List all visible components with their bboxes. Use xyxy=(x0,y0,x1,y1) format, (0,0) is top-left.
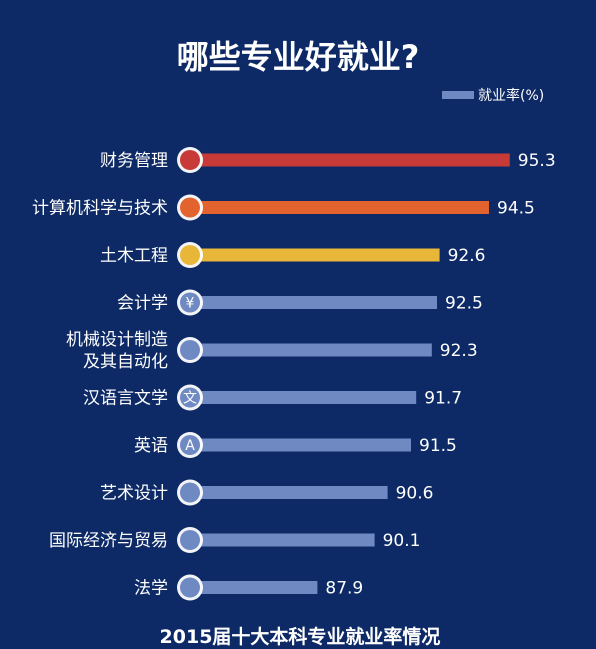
icon-inner xyxy=(180,150,200,170)
chart-footer: 2015届十大本科专业就业率情况 xyxy=(160,625,441,648)
category-label: 国际经济与贸易 xyxy=(49,531,168,551)
category-label: 汉语言文学 xyxy=(83,389,168,409)
category-label: 土木工程 xyxy=(100,246,168,266)
category-label: 会计学 xyxy=(117,294,168,314)
value-label: 92.3 xyxy=(440,341,478,361)
legend-label: 就业率(%) xyxy=(478,87,544,104)
bar xyxy=(190,581,318,594)
icon-inner xyxy=(180,197,200,218)
category-label: 及其自动化 xyxy=(83,352,168,372)
bar xyxy=(190,391,417,404)
value-label: 94.5 xyxy=(497,199,535,219)
bar xyxy=(190,533,375,547)
icon-glyph: A xyxy=(185,438,195,454)
value-label: 91.5 xyxy=(419,436,457,456)
icon-inner xyxy=(180,435,200,455)
value-label: 91.7 xyxy=(424,389,462,409)
bar xyxy=(190,201,489,214)
bar xyxy=(190,296,437,309)
chart-title: 哪些专业好就业? xyxy=(177,38,420,76)
category-label: 计算机科学与技术 xyxy=(32,199,168,219)
value-label: 92.5 xyxy=(445,294,483,314)
bar xyxy=(190,343,432,357)
icon-glyph: ¥ xyxy=(186,296,195,312)
icon-inner xyxy=(180,245,200,265)
category-label: 财务管理 xyxy=(100,151,168,171)
icon-inner xyxy=(180,292,200,313)
icon-inner xyxy=(180,577,200,598)
value-label: 92.6 xyxy=(448,246,486,266)
bar xyxy=(190,486,388,499)
icon-inner xyxy=(180,482,200,503)
bar xyxy=(190,438,411,452)
icon-inner xyxy=(180,340,200,360)
category-label: 法学 xyxy=(134,579,168,599)
value-label: 90.1 xyxy=(383,531,421,551)
category-label: 艺术设计 xyxy=(100,484,168,504)
icon-inner xyxy=(180,387,200,408)
bar xyxy=(190,248,440,262)
value-label: 90.6 xyxy=(396,484,434,504)
legend: 就业率(%) xyxy=(442,87,544,104)
value-label: 87.9 xyxy=(325,579,363,599)
icon-glyph: 文 xyxy=(183,391,197,407)
legend-swatch xyxy=(442,91,474,99)
category-label: 机械设计制造 xyxy=(66,330,168,350)
icon-inner xyxy=(180,530,200,550)
category-label: 英语 xyxy=(134,436,168,456)
bars-layer: 财务管理 95.3 计算机科学与技术 94.5 土木工程 92.6 ¥ 会计学 92.5 机械设计… xyxy=(32,147,556,601)
bar xyxy=(190,153,510,167)
value-label: 95.3 xyxy=(518,151,556,171)
